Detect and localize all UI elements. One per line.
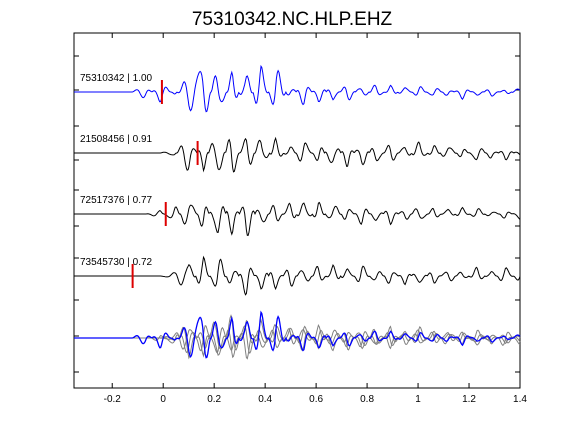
- trace-line: [74, 136, 521, 173]
- x-tick-label: 1.4: [513, 394, 527, 405]
- chart-title: 75310342.NC.HLP.EHZ: [192, 9, 393, 30]
- overlay-reference-line: [74, 310, 521, 359]
- trace-label: 21508456 | 0.91: [80, 134, 153, 145]
- trace-label: 72517376 | 0.77: [80, 195, 153, 206]
- waveform-traces: [74, 64, 521, 296]
- x-tick-label: 0.2: [207, 394, 221, 405]
- trace-label: 73545730 | 0.72: [80, 257, 153, 268]
- x-tick-label: 1.2: [462, 394, 476, 405]
- trace-line: [74, 64, 521, 113]
- axes-box: [73, 32, 521, 389]
- trace-label: 75310342 | 1.00: [80, 73, 153, 84]
- trace-labels: 75310342 | 1.00 21508456 | 0.91 72517376 |…: [80, 73, 153, 268]
- x-tick-label: -0.2: [104, 394, 122, 405]
- trace-line: [74, 201, 521, 236]
- x-tick-label: 0: [160, 394, 166, 405]
- overlay-trace-line: [74, 324, 521, 360]
- overlay-stack: [74, 310, 521, 360]
- x-tick-label: 0.6: [309, 394, 323, 405]
- x-tick-label: 0.8: [360, 394, 374, 405]
- trace-line: [74, 255, 521, 296]
- x-tick-label: 1: [415, 394, 421, 405]
- x-tick-label: 0.4: [258, 394, 272, 405]
- x-axis-ticks: -0.2 0 0.2 0.4 0.6 0.8 1 1.2 1.4: [74, 33, 527, 405]
